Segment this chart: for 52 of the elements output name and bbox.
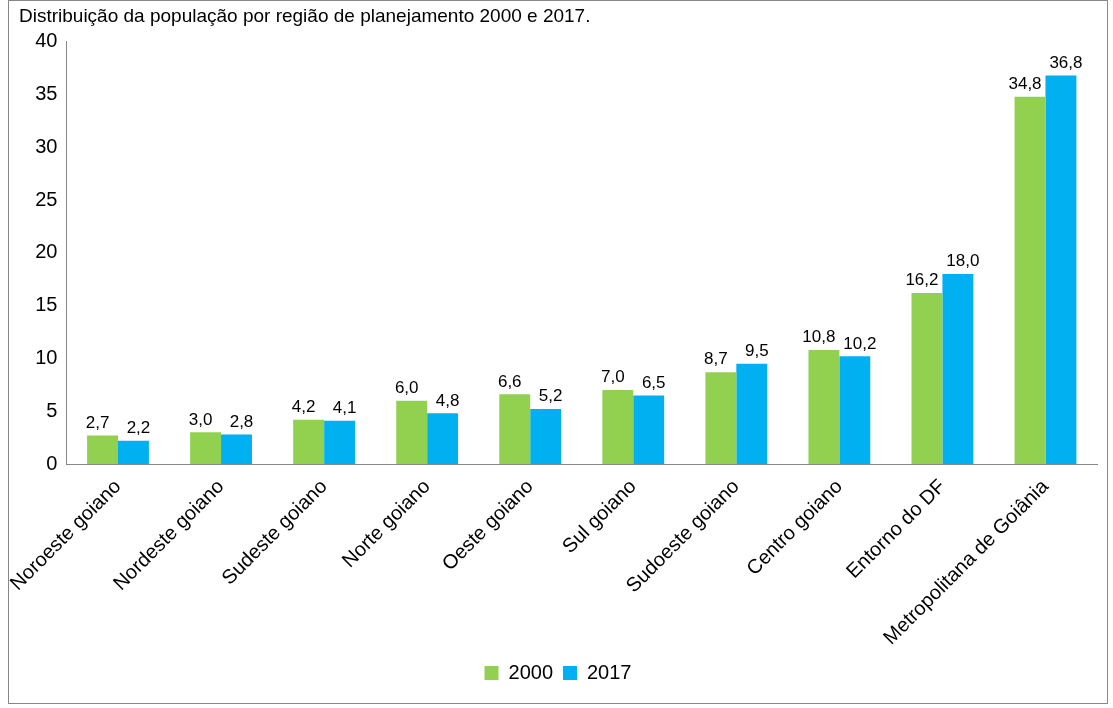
bar xyxy=(293,419,325,465)
y-tick-label: 5 xyxy=(46,398,58,421)
bar xyxy=(839,356,871,465)
y-tick-label: 40 xyxy=(35,29,58,52)
data-label: 3,0 xyxy=(188,409,213,429)
y-tick-label: 30 xyxy=(35,134,58,157)
bar xyxy=(1045,75,1077,465)
bar xyxy=(633,395,665,465)
data-label: 4,8 xyxy=(435,390,460,410)
data-label: 6,6 xyxy=(497,371,522,391)
bar xyxy=(1014,96,1046,465)
data-label: 18,0 xyxy=(946,251,980,271)
bar xyxy=(530,409,562,465)
data-label: 6,0 xyxy=(394,377,419,397)
data-label: 6,5 xyxy=(641,372,666,392)
data-label: 2,7 xyxy=(85,412,110,432)
bar xyxy=(602,390,634,465)
data-label: 2,2 xyxy=(126,417,151,437)
bar xyxy=(499,394,531,465)
bar xyxy=(324,420,356,465)
y-tick-label: 20 xyxy=(35,240,58,263)
data-label: 8,7 xyxy=(704,349,728,369)
y-tick-label: 25 xyxy=(35,187,58,210)
legend-label: 2017 xyxy=(587,660,632,683)
legend-label: 2000 xyxy=(508,660,554,683)
data-label: 7,0 xyxy=(600,367,625,387)
data-label: 34,8 xyxy=(1008,73,1042,93)
data-label: 4,2 xyxy=(291,396,316,416)
bar xyxy=(87,435,118,465)
data-label: 9,5 xyxy=(744,340,769,360)
bar xyxy=(705,372,737,465)
data-label: 36,8 xyxy=(1049,52,1083,72)
bar xyxy=(808,350,840,465)
y-tick-label: 10 xyxy=(35,345,58,368)
data-label: 2,8 xyxy=(229,411,254,431)
y-tick-label: 35 xyxy=(35,82,58,105)
y-tick-label: 15 xyxy=(35,293,58,316)
y-tick-label: 0 xyxy=(46,451,58,474)
bar xyxy=(942,274,974,465)
bar xyxy=(221,434,252,465)
data-label: 5,2 xyxy=(538,386,563,406)
bar xyxy=(736,363,768,465)
bar xyxy=(190,432,222,465)
bar xyxy=(911,293,943,465)
chart-title: Distribuição da população por região de planejamento 2000 e 2017. xyxy=(19,4,591,26)
data-label: 16,2 xyxy=(905,270,939,290)
bar xyxy=(427,413,459,465)
bar xyxy=(396,400,428,465)
data-label: 10,2 xyxy=(843,333,877,353)
data-label: 4,1 xyxy=(332,397,357,417)
data-label: 10,8 xyxy=(802,327,836,347)
bar xyxy=(117,440,149,465)
